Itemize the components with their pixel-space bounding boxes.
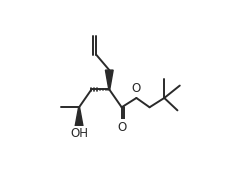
Text: O: O bbox=[132, 82, 141, 95]
Polygon shape bbox=[75, 107, 83, 126]
Text: OH: OH bbox=[70, 127, 88, 140]
Polygon shape bbox=[105, 70, 113, 89]
Text: O: O bbox=[117, 121, 126, 134]
